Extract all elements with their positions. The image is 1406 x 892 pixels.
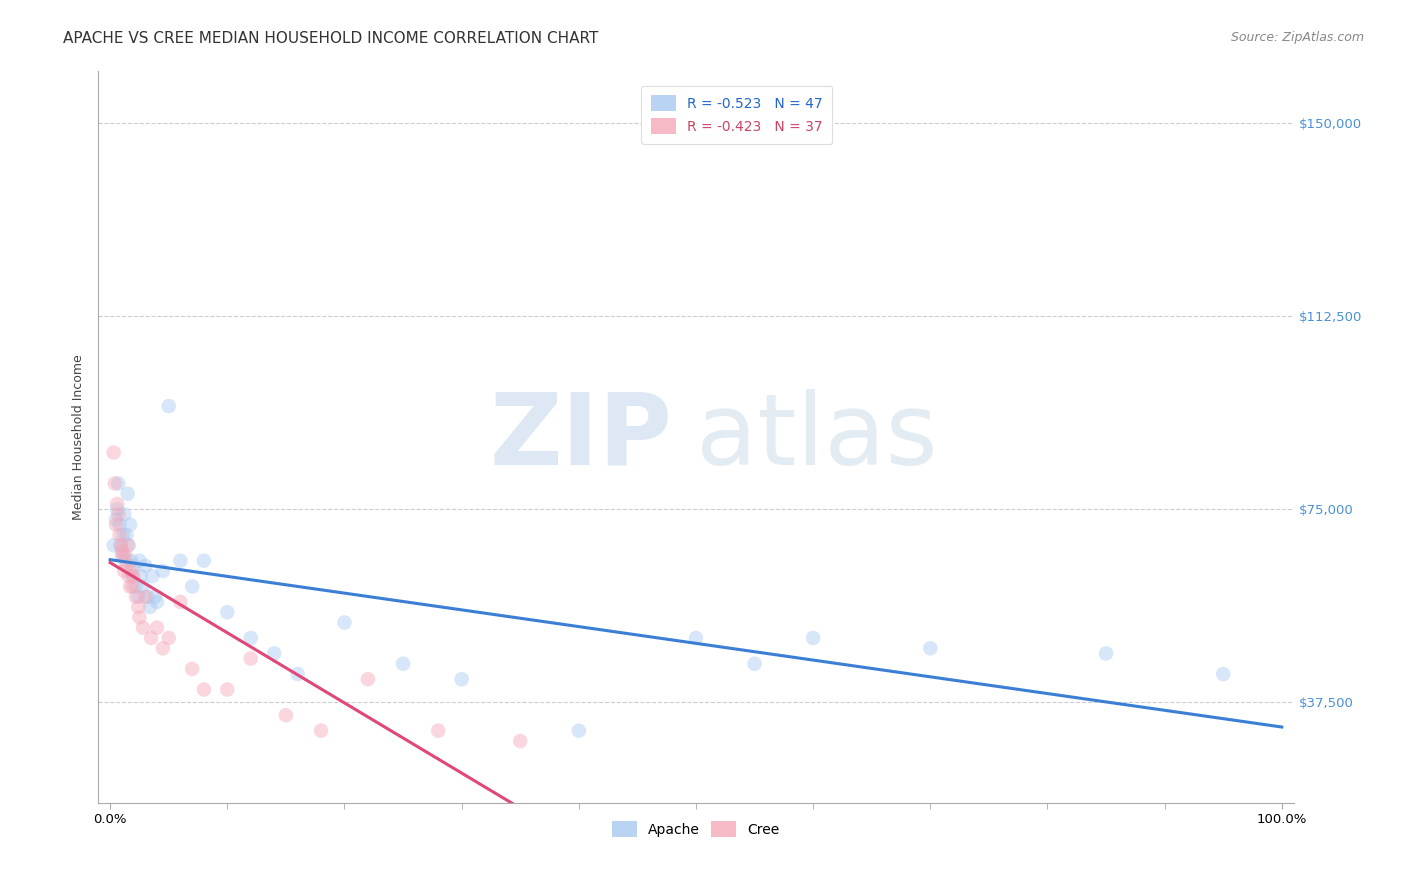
Point [132, 621, 155, 635]
Point [114, 554, 136, 568]
Point [1212, 667, 1234, 681]
Text: Source: ZipAtlas.com: Source: ZipAtlas.com [1230, 31, 1364, 45]
Point [136, 590, 159, 604]
Point [112, 528, 135, 542]
Point [920, 641, 942, 656]
Point [239, 631, 262, 645]
Point [427, 723, 450, 738]
Point [120, 517, 141, 532]
Point [287, 667, 309, 681]
Point [141, 631, 163, 645]
Point [112, 549, 135, 563]
Point [110, 538, 132, 552]
Point [181, 662, 204, 676]
Point [115, 528, 138, 542]
Point [169, 554, 191, 568]
Point [309, 723, 332, 738]
Point [801, 631, 824, 645]
Point [104, 476, 127, 491]
Point [744, 657, 766, 671]
Point [118, 569, 141, 583]
Point [121, 579, 143, 593]
Point [114, 549, 136, 563]
Point [509, 734, 531, 748]
Point [193, 682, 215, 697]
Point [111, 549, 134, 563]
Point [125, 590, 148, 604]
Point [146, 621, 169, 635]
Point [217, 605, 239, 619]
Point [127, 600, 149, 615]
Point [263, 647, 285, 661]
Point [117, 487, 139, 501]
Point [105, 517, 128, 532]
Point [103, 538, 125, 552]
Point [120, 564, 142, 578]
Point [122, 558, 145, 573]
Point [121, 569, 143, 583]
Point [108, 517, 131, 532]
Point [120, 579, 141, 593]
Point [111, 543, 134, 558]
Point [157, 631, 180, 645]
Point [125, 579, 148, 593]
Point [128, 554, 150, 568]
Point [274, 708, 297, 723]
Point [127, 590, 149, 604]
Point [107, 476, 129, 491]
Point [157, 399, 180, 413]
Point [128, 610, 150, 624]
Point [118, 538, 141, 552]
Point [333, 615, 356, 630]
Point [115, 558, 138, 573]
Point [129, 569, 152, 583]
Point [239, 651, 262, 665]
Point [685, 631, 707, 645]
Point [193, 554, 215, 568]
Text: atlas: atlas [696, 389, 938, 485]
Point [568, 723, 591, 738]
Point [450, 672, 472, 686]
Point [169, 595, 191, 609]
Point [357, 672, 380, 686]
Point [107, 508, 129, 522]
Point [105, 502, 128, 516]
Point [120, 554, 142, 568]
Point [105, 497, 128, 511]
Point [132, 579, 155, 593]
Point [152, 564, 174, 578]
Point [139, 600, 162, 615]
Point [110, 538, 132, 552]
Point [181, 579, 204, 593]
Point [146, 595, 169, 609]
Point [108, 528, 131, 542]
Point [152, 641, 174, 656]
Point [141, 569, 163, 583]
Point [112, 564, 135, 578]
Legend: Apache, Cree: Apache, Cree [603, 812, 789, 847]
Point [112, 508, 135, 522]
Text: APACHE VS CREE MEDIAN HOUSEHOLD INCOME CORRELATION CHART: APACHE VS CREE MEDIAN HOUSEHOLD INCOME C… [63, 31, 599, 46]
Point [103, 445, 125, 459]
Point [143, 590, 166, 604]
Point [105, 512, 128, 526]
Point [117, 538, 139, 552]
Point [1095, 647, 1118, 661]
Text: ZIP: ZIP [489, 389, 672, 485]
Point [122, 569, 145, 583]
Point [134, 558, 156, 573]
Point [134, 590, 156, 604]
Y-axis label: Median Household Income: Median Household Income [72, 354, 84, 520]
Point [392, 657, 415, 671]
Point [217, 682, 239, 697]
